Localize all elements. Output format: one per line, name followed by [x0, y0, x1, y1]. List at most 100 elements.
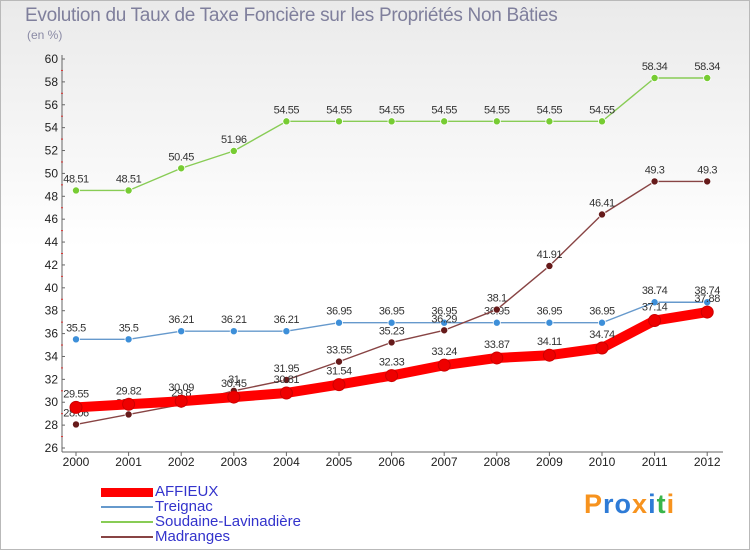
- chart-title: Evolution du Taux de Taxe Foncière sur l…: [25, 5, 558, 26]
- data-point: [545, 261, 554, 270]
- legend-swatch: [101, 506, 153, 508]
- data-point: [229, 327, 238, 336]
- data-label: 54.55: [537, 104, 563, 116]
- legend-swatch: [101, 536, 153, 538]
- x-tick-label: 2001: [115, 455, 142, 469]
- data-point: [598, 318, 607, 327]
- data-point: [124, 335, 133, 344]
- data-label: 48.51: [116, 173, 142, 185]
- x-tick-label: 2011: [642, 455, 668, 469]
- data-label: 37.88: [694, 293, 720, 305]
- x-tick-label: 2005: [326, 455, 353, 469]
- data-point: [334, 318, 343, 327]
- data-point: [282, 327, 291, 336]
- data-point: [124, 186, 133, 195]
- x-tick-label: 2012: [694, 455, 721, 469]
- y-tick-label: 44: [45, 235, 59, 249]
- data-label: 34.74: [589, 329, 615, 341]
- data-point: [334, 357, 343, 366]
- data-label: 38.74: [642, 285, 668, 297]
- data-point: [545, 318, 554, 327]
- legend-label: Madranges: [155, 528, 231, 545]
- data-point: [387, 338, 396, 347]
- data-label: 36.21: [221, 314, 247, 326]
- x-tick-label: 2010: [589, 455, 616, 469]
- data-label: 36.95: [379, 306, 405, 318]
- data-label: 54.55: [274, 104, 300, 116]
- x-tick-label: 2002: [168, 455, 195, 469]
- data-label: 58.34: [694, 61, 720, 73]
- data-point: [387, 318, 396, 327]
- logo-letter: i: [648, 489, 657, 519]
- data-label: 36.95: [589, 306, 615, 318]
- data-label: 29.82: [116, 385, 142, 397]
- data-point: [648, 314, 662, 328]
- data-label: 54.55: [484, 104, 510, 116]
- data-label: 48.51: [63, 173, 89, 185]
- data-point: [334, 117, 343, 126]
- data-point: [650, 298, 659, 307]
- y-tick-label: 58: [45, 75, 59, 89]
- data-label: 36.95: [431, 306, 457, 318]
- x-tick-label: 2008: [483, 455, 510, 469]
- data-point: [650, 73, 659, 82]
- x-tick-label: 2006: [378, 455, 405, 469]
- data-label: 33.24: [431, 346, 457, 358]
- data-point: [595, 341, 609, 355]
- data-point: [174, 394, 188, 408]
- y-tick-label: 46: [45, 212, 59, 226]
- data-label: 31.95: [274, 363, 300, 375]
- logo-letter: r: [603, 489, 615, 519]
- data-label: 54.55: [589, 104, 615, 116]
- data-point: [440, 326, 449, 335]
- data-point: [227, 390, 241, 404]
- data-point: [177, 327, 186, 336]
- y-tick-label: 42: [45, 258, 59, 272]
- data-point: [598, 210, 607, 219]
- y-tick-label: 32: [45, 372, 59, 386]
- y-tick-label: 26: [45, 441, 59, 455]
- x-tick-label: 2007: [431, 455, 458, 469]
- data-point: [437, 358, 451, 372]
- data-point: [650, 177, 659, 186]
- data-label: 49.3: [697, 164, 717, 176]
- data-point: [69, 400, 83, 414]
- data-point: [177, 164, 186, 173]
- y-tick-label: 30: [45, 395, 59, 409]
- logo-letter: o: [614, 489, 633, 519]
- data-label: 54.55: [326, 104, 352, 116]
- data-point: [703, 177, 712, 186]
- data-label: 38.74: [694, 285, 720, 297]
- data-label: 31: [228, 374, 240, 386]
- unit-label: (en %): [27, 28, 63, 42]
- logo-letter: t: [656, 489, 667, 519]
- data-point: [122, 397, 136, 411]
- x-tick-label: 2000: [63, 455, 90, 469]
- data-point: [598, 117, 607, 126]
- series-soudaine-lavinadi-re: 48.51 48.51 50.45 51.96 54.55 54.55 54.55 54.55…: [63, 61, 721, 195]
- data-label: 49.3: [645, 164, 665, 176]
- data-point: [72, 186, 81, 195]
- data-point: [385, 369, 399, 383]
- data-label: 36.21: [274, 314, 300, 326]
- y-tick-label: 56: [45, 98, 59, 112]
- x-tick-label: 2003: [220, 455, 247, 469]
- data-point: [124, 410, 133, 419]
- y-tick-label: 36: [45, 327, 59, 341]
- y-tick-label: 50: [45, 166, 59, 180]
- y-tick-label: 38: [45, 304, 59, 318]
- data-label: 37.14: [642, 302, 668, 314]
- data-point: [72, 335, 81, 344]
- data-label: 30.81: [274, 374, 300, 386]
- data-label: 36.95: [537, 306, 563, 318]
- data-label: 41.91: [537, 249, 563, 261]
- legend-label: AFFIEUX: [155, 483, 219, 500]
- data-label: 32.33: [379, 357, 405, 369]
- x-tick-label: 2004: [273, 455, 300, 469]
- data-label: 51.96: [221, 134, 247, 146]
- legend-label: Treignac: [155, 498, 213, 515]
- data-point: [72, 420, 81, 429]
- series-madranges: 28.0628.9329.83131.9533.5535.2336.2938.1…: [63, 164, 718, 429]
- logo-letter: x: [632, 489, 649, 519]
